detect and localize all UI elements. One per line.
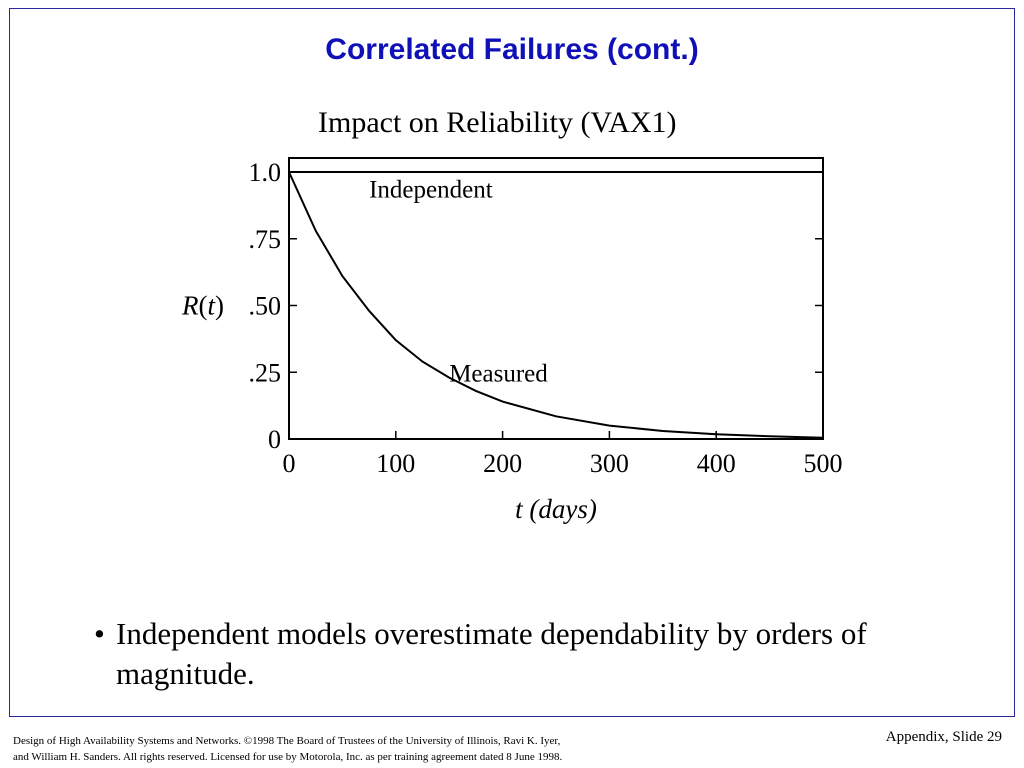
bullet-point: • Independent models overestimate depend… [94, 614, 954, 694]
y-tick-label: 0 [268, 425, 281, 454]
copyright-footer: Design of High Availability Systems and … [13, 733, 562, 765]
slide-title: Correlated Failures (cont.) [325, 33, 699, 66]
x-tick-label: 500 [804, 449, 843, 478]
y-tick-label: 1.0 [249, 158, 282, 187]
bullet-marker: • [94, 616, 105, 651]
x-tick-label: 0 [283, 449, 296, 478]
copyright-line-1: Design of High Availability Systems and … [13, 735, 561, 747]
chart-svg: 0 .25 .50 .75 1.0 0 100 200 300 400 500 R(t) t (days… [181, 157, 843, 524]
x-tick-label: 400 [697, 449, 736, 478]
slide-number: Appendix, Slide 29 [885, 729, 1002, 745]
bullet-text: Independent models overestimate dependab… [116, 616, 867, 691]
reliability-chart: 0 .25 .50 .75 1.0 0 100 200 300 400 500 R(t) t (days… [170, 100, 870, 530]
slide-frame [9, 8, 1015, 717]
y-tick-label: .75 [249, 225, 282, 254]
y-tick-label: .25 [249, 358, 282, 387]
series-line-measured [288, 171, 824, 439]
x-axis-label: t (days) [515, 494, 597, 524]
series-label-independent: Independent [369, 176, 493, 203]
series-label-measured: Measured [449, 361, 548, 388]
x-tick-label: 100 [376, 449, 415, 478]
x-tick-label: 300 [590, 449, 629, 478]
copyright-line-2: and William H. Sanders. All rights reser… [13, 751, 563, 763]
y-axis-label: R(t) [181, 291, 224, 321]
plot-area [288, 157, 824, 440]
y-tick-label: .50 [249, 292, 282, 321]
chart-title: Impact on Reliability (VAX1) [318, 106, 677, 139]
x-tick-label: 200 [483, 449, 522, 478]
